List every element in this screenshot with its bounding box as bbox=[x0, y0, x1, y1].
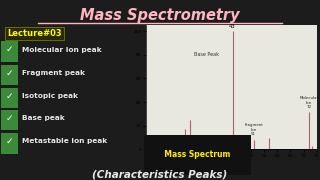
Text: ✓: ✓ bbox=[6, 69, 13, 78]
Text: Molecular ion peak: Molecular ion peak bbox=[22, 47, 101, 53]
Text: Base Peak: Base Peak bbox=[194, 52, 219, 57]
Text: 43: 43 bbox=[229, 24, 236, 29]
Text: ✓: ✓ bbox=[6, 137, 13, 146]
Text: Fragment peak: Fragment peak bbox=[22, 70, 85, 76]
FancyBboxPatch shape bbox=[2, 110, 18, 130]
FancyBboxPatch shape bbox=[2, 133, 18, 154]
Text: Metastable ion peak: Metastable ion peak bbox=[22, 138, 107, 145]
Text: Mass Spectrum: Mass Spectrum bbox=[159, 150, 236, 159]
FancyBboxPatch shape bbox=[2, 88, 18, 108]
Text: ✓: ✓ bbox=[6, 92, 13, 101]
Text: (Characteristics Peaks): (Characteristics Peaks) bbox=[92, 169, 228, 179]
Text: ✓: ✓ bbox=[6, 114, 13, 123]
Text: Base peak: Base peak bbox=[22, 115, 65, 121]
FancyBboxPatch shape bbox=[2, 41, 18, 62]
Text: Fragment
Ion
51: Fragment Ion 51 bbox=[244, 123, 263, 136]
Text: ✓: ✓ bbox=[6, 45, 13, 54]
Text: Molecular
Ion
72: Molecular Ion 72 bbox=[299, 96, 318, 109]
FancyBboxPatch shape bbox=[2, 65, 18, 85]
Text: Mass Spectrometry: Mass Spectrometry bbox=[80, 8, 240, 22]
Text: Isotopic peak: Isotopic peak bbox=[22, 93, 78, 99]
Text: Lecture#03: Lecture#03 bbox=[7, 29, 62, 38]
